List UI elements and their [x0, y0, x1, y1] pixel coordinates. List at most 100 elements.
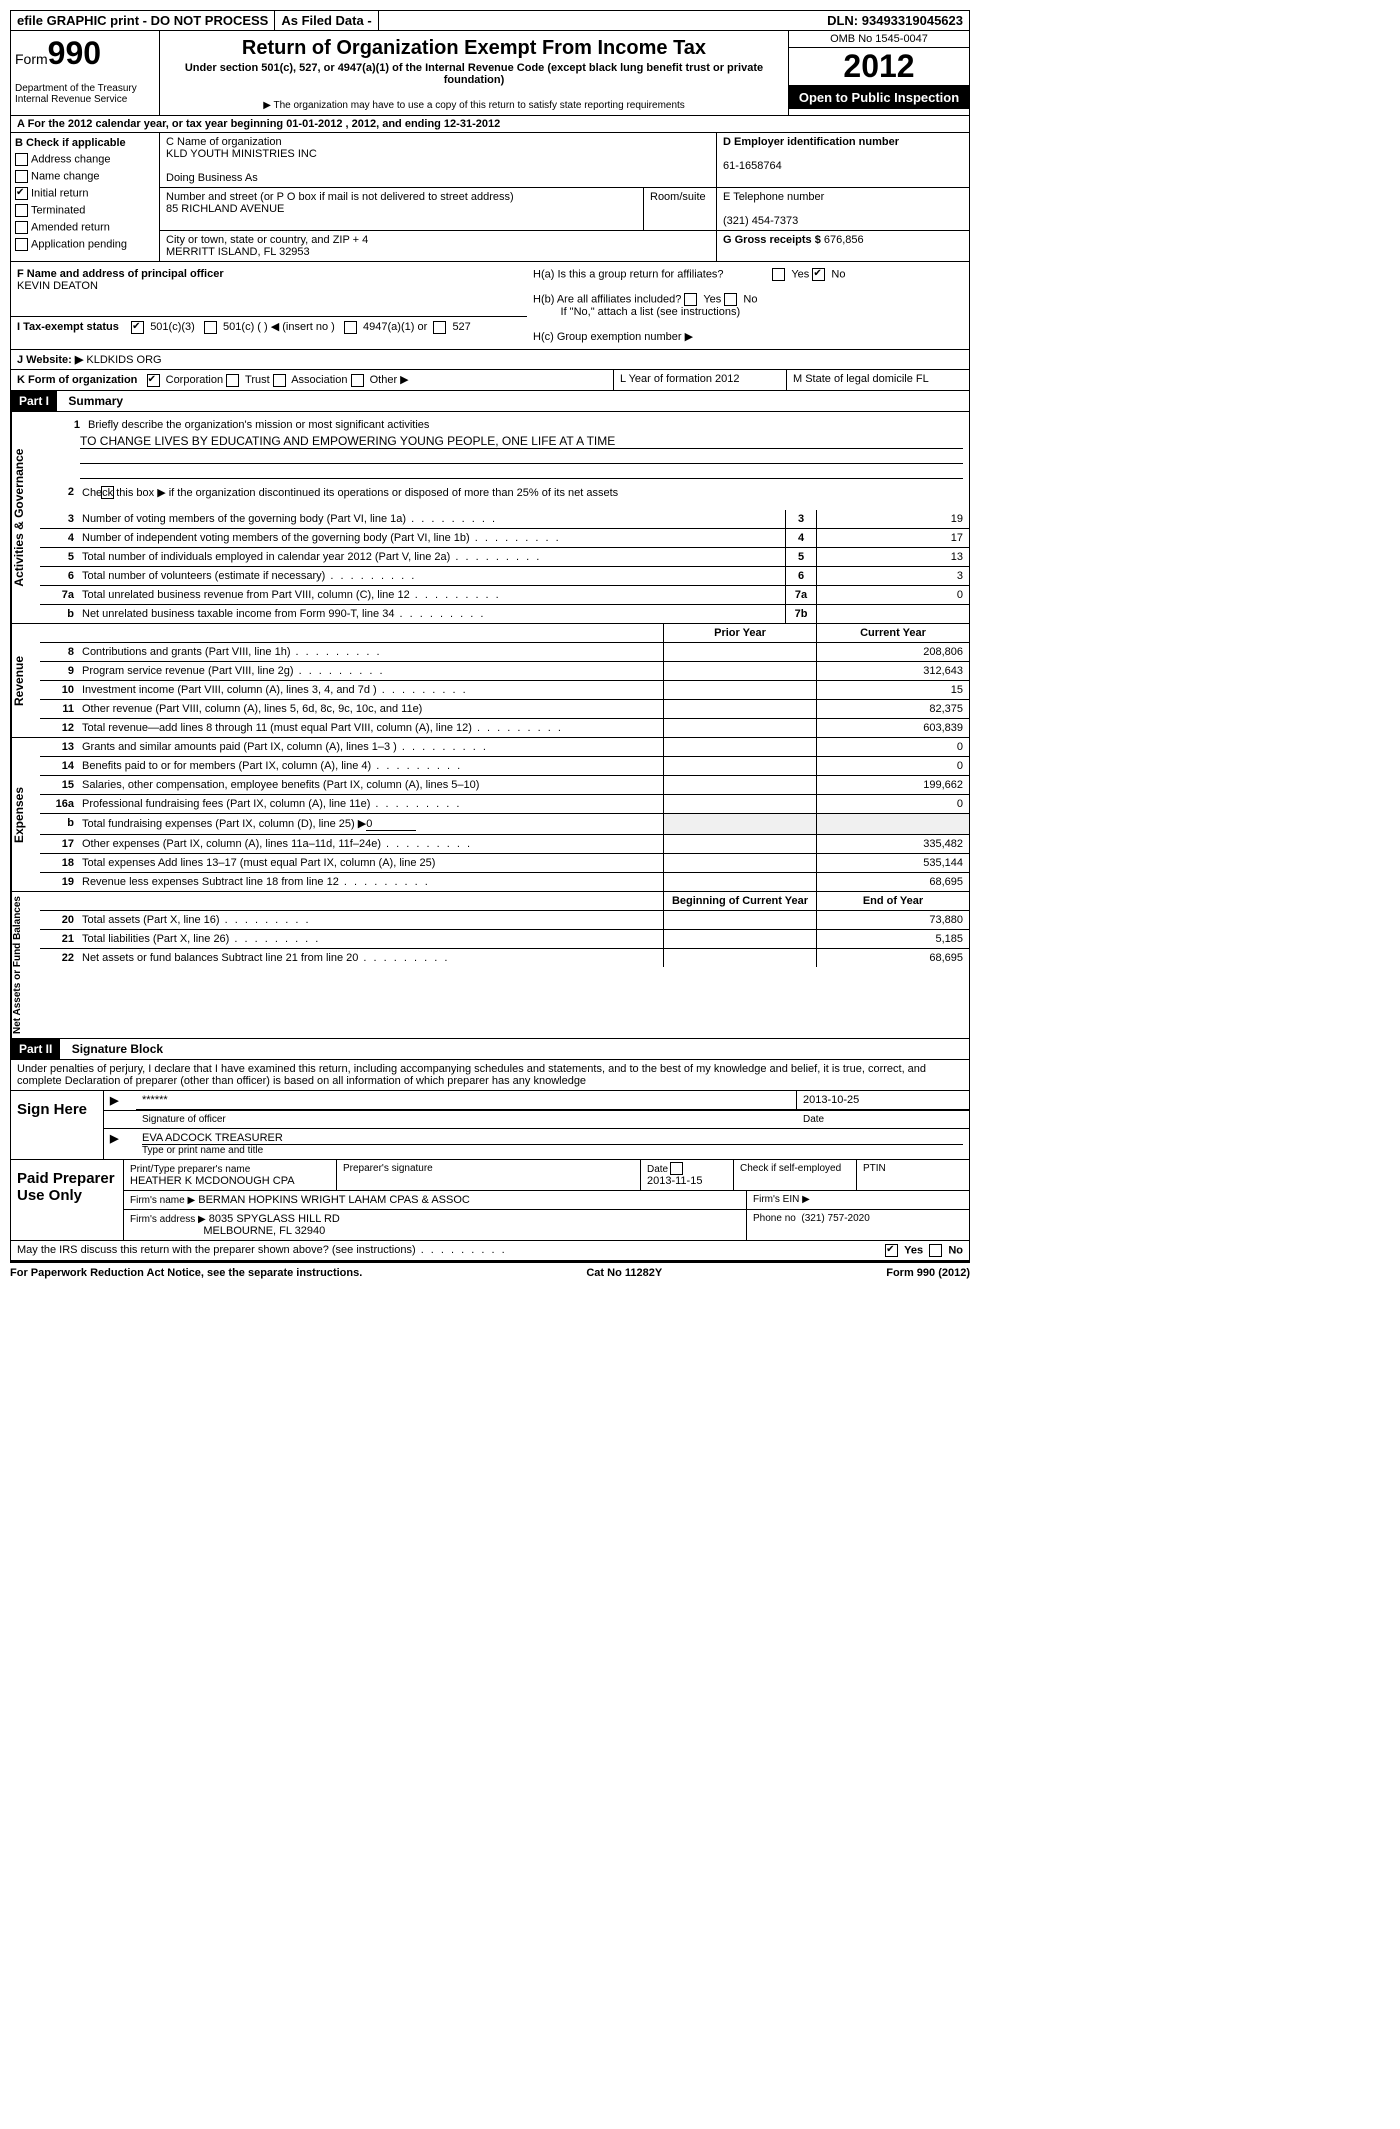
check-application-pending[interactable] — [15, 238, 28, 251]
tax-exempt-label: I Tax-exempt status — [17, 321, 119, 333]
row-k: K Form of organization Corporation Trust… — [10, 370, 970, 391]
omb-number: OMB No 1545-0047 — [789, 31, 969, 48]
val-line-12: 603,839 — [816, 719, 969, 737]
org-name-cell: C Name of organization KLD YOUTH MINISTR… — [160, 133, 716, 187]
form-title: Return of Organization Exempt From Incom… — [168, 37, 780, 60]
check-hb-yes[interactable] — [684, 293, 697, 306]
column-b-checks: B Check if applicable Address change Nam… — [11, 133, 160, 261]
val-line-3: 19 — [816, 510, 969, 528]
tab-net-assets: Net Assets or Fund Balances — [11, 892, 40, 1038]
check-amended[interactable] — [15, 221, 28, 234]
check-ha-no[interactable] — [812, 268, 825, 281]
net-assets-section: Net Assets or Fund Balances Beginning of… — [10, 892, 970, 1039]
check-corp[interactable] — [147, 374, 160, 387]
year-formation: L Year of formation 2012 — [613, 370, 786, 390]
check-self-employed[interactable] — [670, 1162, 683, 1175]
val-line-8: 208,806 — [816, 643, 969, 661]
val-line-7a: 0 — [816, 586, 969, 604]
check-assoc[interactable] — [273, 374, 286, 387]
val-line-19: 68,695 — [816, 873, 969, 891]
tax-year: 2012 — [789, 48, 969, 86]
check-discuss-no[interactable] — [929, 1244, 942, 1257]
paid-preparer-label: Paid Preparer Use Only — [11, 1160, 123, 1240]
check-ha-yes[interactable] — [772, 268, 785, 281]
officer-name-title: EVA ADCOCK TREASURER — [142, 1132, 963, 1145]
preparer-date: 2013-11-15 — [647, 1175, 702, 1187]
val-line-21: 5,185 — [816, 930, 969, 948]
tab-expenses: Expenses — [11, 738, 40, 891]
tel-cell: E Telephone number (321) 454-7373 — [716, 188, 969, 230]
state-domicile: M State of legal domicile FL — [786, 370, 969, 390]
check-501c[interactable] — [204, 321, 217, 334]
form-subtitle: Under section 501(c), 527, or 4947(a)(1)… — [168, 62, 780, 86]
check-initial-return[interactable] — [15, 187, 28, 200]
header: Form990 Department of the Treasury Inter… — [10, 31, 970, 116]
check-527[interactable] — [433, 321, 446, 334]
perjury-statement: Under penalties of perjury, I declare th… — [10, 1060, 970, 1091]
check-trust[interactable] — [226, 374, 239, 387]
val-line-7b — [816, 605, 969, 623]
val-line-22: 68,695 — [816, 949, 969, 967]
check-hb-no[interactable] — [724, 293, 737, 306]
footer: For Paperwork Reduction Act Notice, see … — [10, 1263, 970, 1283]
val-line-18: 535,144 — [816, 854, 969, 872]
form-id-cell: Form990 Department of the Treasury Inter… — [11, 31, 160, 115]
sig-date: 2013-10-25 — [796, 1091, 969, 1110]
firm-addr1: 8035 SPYGLASS HILL RD — [209, 1213, 340, 1225]
val-line-6: 3 — [816, 567, 969, 585]
activities-governance: Activities & Governance 1Briefly describ… — [10, 412, 970, 625]
firm-phone: (321) 757-2020 — [801, 1213, 869, 1224]
gross-cell: G Gross receipts $ 676,856 — [716, 231, 969, 261]
arrow-icon: ▶ — [104, 1129, 136, 1159]
check-terminated[interactable] — [15, 204, 28, 217]
street-cell: Number and street (or P O box if mail is… — [160, 188, 643, 230]
val-line-4: 17 — [816, 529, 969, 547]
sign-here-label: Sign Here — [11, 1091, 103, 1159]
check-discontinued[interactable] — [101, 486, 114, 499]
part-ii-header: Part II Signature Block — [10, 1039, 970, 1060]
val-line-14: 0 — [816, 757, 969, 775]
mission-text: TO CHANGE LIVES BY EDUCATING AND EMPOWER… — [80, 434, 963, 449]
val-line-20: 73,880 — [816, 911, 969, 929]
firm-addr2: MELBOURNE, FL 32940 — [203, 1225, 325, 1237]
form-990-page: efile GRAPHIC print - DO NOT PROCESS As … — [10, 10, 970, 1283]
preparer-name: HEATHER K MCDONOUGH CPA — [130, 1175, 295, 1187]
row-j-website: J Website: ▶ KLDKIDS ORG — [10, 350, 970, 370]
firm-name: BERMAN HOPKINS WRIGHT LAHAM CPAS & ASSOC — [198, 1194, 470, 1206]
form-note: ▶ The organization may have to use a cop… — [168, 100, 780, 111]
ein-cell: D Employer identification number 61-1658… — [716, 133, 969, 187]
pra-notice: For Paperwork Reduction Act Notice, see … — [10, 1267, 362, 1279]
tab-revenue: Revenue — [11, 624, 40, 737]
form-footer: Form 990 (2012) — [886, 1267, 970, 1279]
check-name-change[interactable] — [15, 170, 28, 183]
title-cell: Return of Organization Exempt From Incom… — [160, 31, 788, 115]
check-4947a1[interactable] — [344, 321, 357, 334]
revenue-section: Revenue Prior YearCurrent Year 8Contribu… — [10, 624, 970, 738]
row-a-tax-year: A For the 2012 calendar year, or tax yea… — [10, 116, 970, 133]
column-cd: C Name of organization KLD YOUTH MINISTR… — [160, 133, 969, 261]
paid-preparer-block: Paid Preparer Use Only Print/Type prepar… — [10, 1160, 970, 1241]
check-501c3[interactable] — [131, 321, 144, 334]
check-other[interactable] — [351, 374, 364, 387]
arrow-icon: ▶ — [104, 1091, 136, 1110]
top-bar: efile GRAPHIC print - DO NOT PROCESS As … — [10, 10, 970, 31]
room-cell: Room/suite — [643, 188, 716, 230]
check-discuss-yes[interactable] — [885, 1244, 898, 1257]
val-line-5: 13 — [816, 548, 969, 566]
section-fh: F Name and address of principal officer … — [10, 262, 970, 350]
val-line-10: 15 — [816, 681, 969, 699]
val-line-9: 312,643 — [816, 662, 969, 680]
city-cell: City or town, state or country, and ZIP … — [160, 231, 716, 261]
check-address-change[interactable] — [15, 153, 28, 166]
as-filed: As Filed Data - — [275, 11, 378, 30]
part-i-header: Part I Summary — [10, 391, 970, 412]
tab-activities: Activities & Governance — [11, 412, 40, 624]
val-line-15: 199,662 — [816, 776, 969, 794]
cat-no: Cat No 11282Y — [586, 1267, 662, 1279]
expenses-section: Expenses 13Grants and similar amounts pa… — [10, 738, 970, 892]
principal-officer: F Name and address of principal officer … — [11, 262, 527, 349]
val-line-17: 335,482 — [816, 835, 969, 853]
discuss-row: May the IRS discuss this return with the… — [10, 1241, 970, 1261]
year-cell: OMB No 1545-0047 2012 Open to Public Ins… — [788, 31, 969, 115]
val-line-11: 82,375 — [816, 700, 969, 718]
